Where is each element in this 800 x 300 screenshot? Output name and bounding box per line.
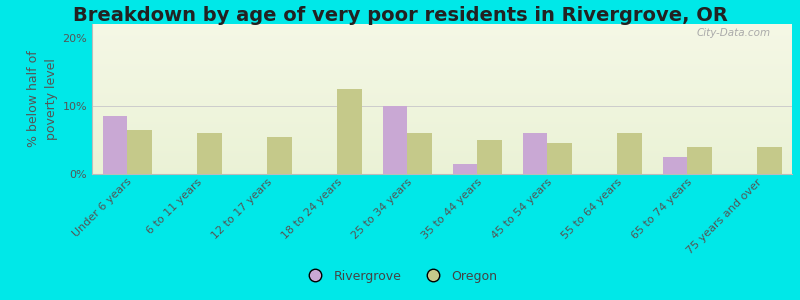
Text: Breakdown by age of very poor residents in Rivergrove, OR: Breakdown by age of very poor residents … xyxy=(73,6,727,25)
Bar xyxy=(127,130,151,174)
Bar xyxy=(407,133,431,174)
Bar xyxy=(617,133,642,174)
Legend: Rivergrove, Oregon: Rivergrove, Oregon xyxy=(298,265,502,288)
Bar xyxy=(453,164,477,174)
Bar xyxy=(267,136,291,174)
Bar xyxy=(662,157,687,174)
Bar xyxy=(477,140,502,174)
Bar xyxy=(197,133,222,174)
Bar xyxy=(102,116,127,174)
Bar xyxy=(337,89,362,174)
Bar xyxy=(547,143,571,174)
Bar xyxy=(522,133,547,174)
Y-axis label: % below half of
poverty level: % below half of poverty level xyxy=(27,51,58,147)
Text: City-Data.com: City-Data.com xyxy=(697,28,771,38)
Bar xyxy=(757,147,782,174)
Bar xyxy=(382,106,407,174)
Bar xyxy=(687,147,711,174)
